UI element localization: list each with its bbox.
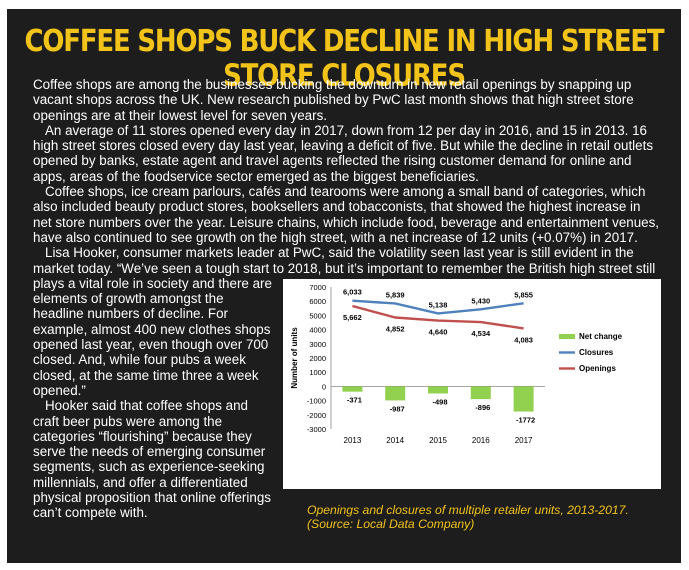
bar-data-label: -987: [390, 404, 405, 413]
line-data-label: 5,138: [429, 300, 448, 309]
y-tick-label: -2000: [307, 411, 326, 420]
bar-net-change: [342, 386, 363, 392]
chart-svg: -3000 -2000 -1000 0 1000 2000 3000 4000 5000 6000…: [290, 283, 623, 445]
y-tick-label: -3000: [307, 425, 326, 434]
legend-swatch: [559, 333, 575, 339]
line-data-label: 5,430: [471, 296, 490, 305]
paragraph-2: An average of 11 stores opened every day…: [33, 122, 654, 184]
y-tick-label: 7000: [309, 283, 326, 292]
article-body: Coffee shops are among the businesses bu…: [33, 77, 661, 521]
bar-net-change: [513, 386, 534, 412]
y-tick-label: 0: [322, 382, 326, 391]
line-data-label: 4,083: [514, 335, 533, 344]
x-tick-label: 2013: [344, 436, 362, 445]
bar-net-change: [385, 386, 406, 401]
bar-data-label: -498: [432, 397, 447, 406]
y-tick-label: -1000: [307, 396, 326, 405]
x-tick-label: 2017: [515, 436, 533, 445]
bar-net-change: [428, 386, 448, 394]
headline: COFFEE SHOPS BUCK DECLINE IN HIGH STREET…: [24, 24, 665, 94]
chart: -3000 -2000 -1000 0 1000 2000 3000 4000 5000 6000…: [283, 278, 661, 489]
line-openings: [352, 304, 524, 330]
paragraph-3: Coffee shops, ice cream parlours, cafés …: [33, 184, 660, 245]
article-panel: COFFEE SHOPS BUCK DECLINE IN HIGH STREET…: [7, 9, 681, 563]
y-axis-label: Number of units: [290, 327, 299, 389]
line-data-label: 4,534: [471, 329, 491, 338]
x-tick-label: 2016: [472, 436, 490, 445]
y-tick-label: 2000: [309, 354, 326, 363]
y-tick-label: 3000: [309, 340, 326, 349]
line-closures: [352, 299, 524, 315]
paragraph-5: Hooker said that coffee shops and craft …: [33, 398, 271, 521]
bar-data-label: -1772: [516, 415, 535, 424]
line-data-label: 5,662: [343, 313, 362, 322]
bar-data-label: -896: [475, 403, 490, 412]
line-data-label: 5,839: [386, 290, 405, 299]
chart-caption: Openings and closures of multiple retail…: [307, 503, 629, 531]
paragraph-4-rest: high street still plays a vital role in …: [33, 260, 656, 398]
y-tick-label: 1000: [309, 368, 326, 377]
line-data-label: 4,852: [386, 324, 405, 333]
x-tick-label: 2015: [429, 436, 447, 445]
line-data-label: 6,033: [343, 288, 362, 297]
y-tick-label: 6000: [309, 297, 326, 306]
legend-label: Net change: [579, 332, 623, 341]
paragraph-1: Coffee shops are among the businesses bu…: [33, 77, 634, 123]
paragraph-4-lead: Lisa Hooker, consumer markets leader at …: [33, 245, 661, 489]
line-data-label: 5,855: [514, 290, 533, 299]
legend-label: Closures: [579, 348, 614, 357]
y-tick-label: 4000: [309, 325, 326, 334]
y-tick-label: 5000: [309, 311, 326, 320]
x-tick-label: 2014: [386, 436, 404, 445]
line-data-label: 4,640: [429, 327, 448, 336]
bar-data-label: -371: [347, 396, 362, 405]
bar-net-change: [470, 386, 491, 399]
paragraph-4-text: Lisa Hooker, consumer markets leader at …: [33, 245, 634, 276]
legend-label: Openings: [579, 364, 616, 373]
